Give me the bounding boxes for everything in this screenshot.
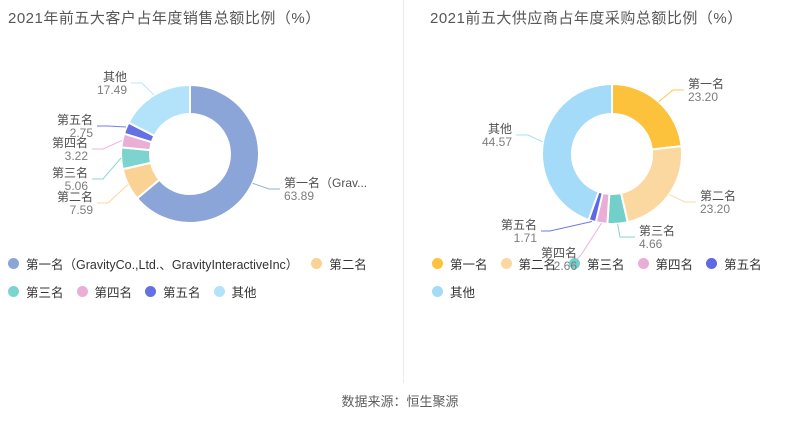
legend-item-label: 其他 [450, 286, 476, 300]
right-pie-slice-其他[interactable] [541, 83, 613, 221]
left-legend-item-第二名[interactable]: 第二名 [311, 254, 367, 273]
right-pie-label-value: 4.66 [639, 237, 663, 251]
right-pie-slice-第一名[interactable] [611, 83, 683, 151]
legend-item-label: 第三名 [26, 286, 64, 300]
legend-item-label: 第三名 [587, 258, 625, 272]
left-pie-label-value: 5.06 [65, 179, 89, 193]
left-pie-slice-其他[interactable] [127, 84, 191, 137]
panel-divider [403, 0, 404, 383]
left-legend-item-第三名[interactable]: 第三名 [8, 282, 64, 301]
right-legend-item-第二名[interactable]: 第二名 [500, 254, 557, 273]
left-chart-legend: 第一名（GravityCo.,Ltd.、GravityInteractiveIn… [8, 254, 406, 310]
right-pie-label-line [668, 193, 696, 203]
right-legend-item-第一名[interactable]: 第一名 [432, 254, 488, 273]
legend-dot-icon [706, 258, 718, 269]
right-pie-label-line [617, 223, 635, 238]
right-pie-label-line [516, 134, 544, 143]
left-pie-label-name: 第一名（Grav... [284, 175, 367, 190]
left-pie-label-line [92, 140, 123, 150]
left-pie-slice-第一名[interactable] [136, 84, 260, 224]
left-pie-label-value: 63.89 [284, 189, 314, 203]
legend-item-label: 第四名 [94, 286, 133, 300]
left-pie-label-name: 第二名 [57, 189, 93, 204]
right-chart-title: 2021前五大供应商占年度采购总额比例（%） [430, 10, 743, 27]
right-pie-label-value: 23.20 [700, 202, 730, 216]
legend-dot-icon [432, 286, 443, 297]
right-pie-label-value: 23.20 [688, 90, 718, 104]
left-pie-label-line [252, 182, 280, 190]
legend-dot-icon [500, 258, 512, 269]
legend-dot-icon [145, 286, 157, 297]
right-legend-item-第三名[interactable]: 第三名 [569, 254, 625, 273]
right-pie-label-name: 第一名 [688, 76, 724, 91]
right-pie-label-name: 第二名 [700, 188, 736, 203]
left-legend-item-其他[interactable]: 其他 [213, 282, 257, 301]
left-pie-label-name: 第五名 [57, 112, 93, 127]
right-pie-label-value: 1.71 [514, 231, 538, 245]
right-pie-label-value: 44.57 [482, 135, 512, 149]
legend-item-label: 第四名 [655, 258, 694, 272]
left-pie-label-value: 2.75 [70, 126, 94, 140]
left-pie-label-value: 7.59 [70, 203, 94, 217]
right-pie-slice-第二名[interactable] [619, 145, 683, 224]
left-pie-label-line [97, 184, 129, 204]
data-source-note: 数据来源：恒生聚源 [341, 394, 459, 409]
legend-dot-icon [8, 258, 19, 269]
right-chart-legend: 第一名 第二名 第三名 第四名 第五名其他 [432, 254, 794, 310]
right-pie-label-name: 其他 [488, 122, 512, 136]
left-chart-title: 2021年前五大客户占年度销售总额比例（%） [8, 10, 321, 27]
legend-item-label: 第五名 [163, 286, 201, 300]
left-legend-item-第四名[interactable]: 第四名 [76, 282, 133, 301]
legend-dot-icon [311, 258, 323, 269]
legend-item-label: 其他 [231, 286, 257, 300]
legend-dot-icon [569, 258, 581, 269]
left-legend-item-第一名[interactable]: 第一名（GravityCo.,Ltd.、GravityInteractiveIn… [8, 254, 298, 273]
legend-dot-icon [432, 258, 443, 269]
legend-dot-icon [76, 286, 88, 297]
legend-item-label: 第一名（GravityCo.,Ltd.、GravityInteractiveIn… [26, 258, 299, 272]
right-pie-label-line [541, 221, 593, 232]
left-pie-label-value: 17.49 [97, 83, 127, 97]
left-pie-label-name: 第三名 [52, 165, 88, 180]
legend-item-label: 第二名 [518, 258, 557, 272]
right-pie-label-name: 第五名 [501, 217, 537, 232]
legend-item-label: 第一名 [450, 258, 488, 272]
left-pie-label-line [97, 125, 127, 128]
right-pie-label-name: 第三名 [639, 223, 675, 238]
legend-item-label: 第五名 [724, 258, 762, 272]
right-pie-label-line [658, 89, 684, 103]
legend-dot-icon [637, 258, 649, 269]
left-pie-label-value: 3.22 [65, 149, 89, 163]
left-pie-label-name: 第四名 [52, 135, 88, 150]
left-pie-label-name: 其他 [103, 70, 127, 84]
right-legend-item-其他[interactable]: 其他 [432, 282, 475, 301]
legend-dot-icon [213, 286, 225, 297]
right-legend-item-第四名[interactable]: 第四名 [637, 254, 694, 273]
legend-item-label: 第二名 [329, 258, 367, 272]
legend-dot-icon [8, 286, 19, 297]
right-legend-item-第五名[interactable]: 第五名 [706, 254, 762, 273]
left-pie-label-line [92, 157, 122, 180]
left-pie-label-line [131, 82, 155, 96]
left-legend-item-第五名[interactable]: 第五名 [145, 282, 201, 301]
